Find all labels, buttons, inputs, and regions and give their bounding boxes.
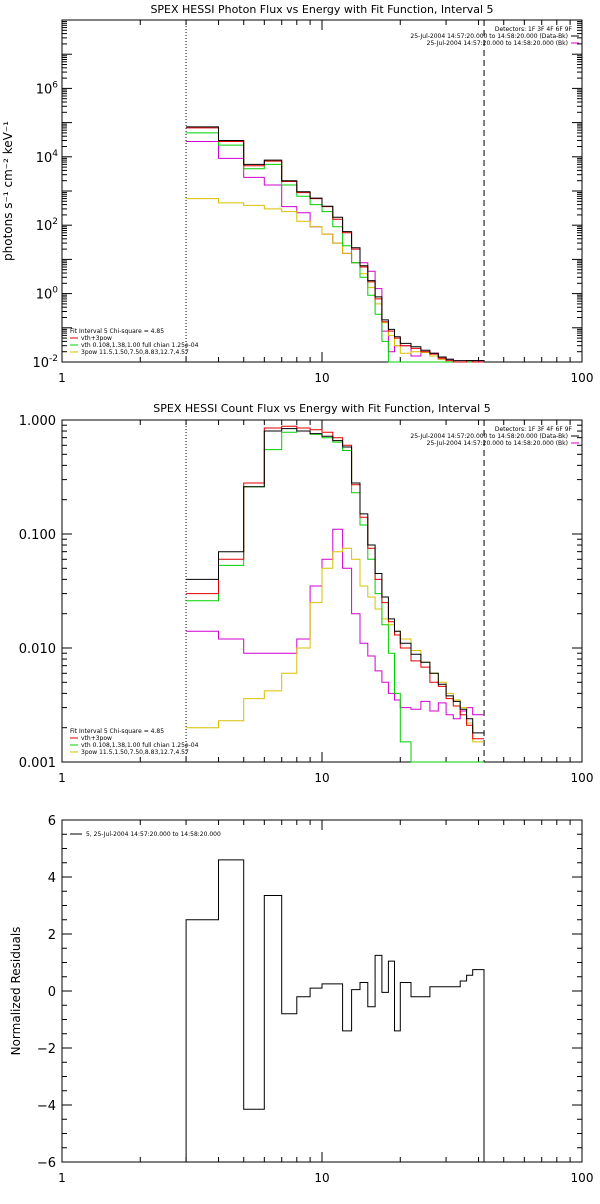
x-tick-label: 100 [571,1171,594,1185]
y-tick-base: 10 [36,82,53,97]
series-line-4 [186,127,484,363]
detectors-text: Detectors: 1F 3F 4F 6F 9F [495,426,573,433]
y-tick-label: 0 [48,985,56,1000]
y-tick-label: −4 [37,1099,56,1114]
legend-entry: vth 0.108,1.38,1.00 full chian 1.25e-04 [81,742,199,749]
y-tick-exponent: 6 [52,80,58,90]
y-tick-label: 10-2 [32,354,58,371]
y-tick-label: 0.100 [19,528,56,543]
legend-entry: vth+3pow [81,335,112,342]
x-tick-label: 1 [58,771,66,785]
panel-1: SPEX HESSI Photon Flux vs Energy with Fi… [1,3,593,385]
y-axis-label: photons s⁻¹ cm⁻² keV⁻¹ [1,121,15,261]
legend-entry: 25-Jul-2004 14:57:20.000 to 14:58:20.000… [410,33,568,40]
series-line-5 [186,428,484,734]
chart-title: SPEX HESSI Count Flux vs Energy with Fit… [153,402,490,415]
series-line-5 [186,126,484,362]
series-line-2 [186,198,484,363]
x-tick-label: 100 [571,771,594,785]
y-tick-label: −6 [37,1156,56,1171]
legend-entry: Fit Interval 5 Chi-square = 4.85 [70,328,164,335]
y-tick-label: 104 [36,149,59,166]
y-tick-exponent: 0 [52,286,58,296]
chart-title: SPEX HESSI Photon Flux vs Energy with Fi… [150,3,493,16]
y-tick-exponent: 2 [52,217,58,227]
y-tick-label: 102 [36,217,58,234]
x-tick-label: 1 [58,1171,66,1185]
y-tick-label: 6 [48,814,56,829]
legend-entry: 3pow 11.5,1.50,7.50,8.83,12.7,4.57 [81,749,189,756]
series-line-3 [186,430,484,763]
legend-entry: 3pow 11.5,1.50,7.50,8.83,12.7,4.57 [81,349,189,356]
y-tick-label: −2 [37,1042,56,1057]
y-tick-label: 100 [36,286,59,303]
x-tick-label: 1 [58,371,66,385]
legend-entry: 25-Jul-2004 14:57:20.000 to 14:58:20.000… [410,433,568,440]
x-tick-label: 10 [314,371,329,385]
plot-frame [61,19,583,363]
detectors-text: Detectors: 1F 3F 4F 6F 9F [495,26,573,33]
legend-entry: 25-Jul-2004 14:57:20.000 to 14:58:20.000… [427,40,568,47]
y-tick-label: 1.000 [19,414,56,429]
series-line-1 [186,141,484,363]
y-tick-base: 10 [36,288,53,303]
legend-entry: 25-Jul-2004 14:57:20.000 to 14:58:20.000… [427,440,568,447]
y-tick-label: 2 [48,928,56,943]
x-tick-label: 10 [314,771,329,785]
y-tick-exponent: -2 [49,354,58,364]
panel-3: Normalized Residuals 1 10 100 −6 −4 −2 0 2 4 6 5, 2… [9,814,593,1185]
y-tick-label: 0.010 [19,642,56,657]
y-axis-label: Normalized Residuals [9,927,23,1056]
legend-entry: 5, 25-Jul-2004 14:57:20.000 to 14:58:20.… [86,831,221,838]
y-tick-base: 10 [32,356,49,371]
series-line-4 [186,425,484,740]
panel-2: SPEX HESSI Count Flux vs Energy with Fit… [19,402,594,785]
legend-entry: Fit Interval 5 Chi-square = 4.85 [70,728,164,735]
y-tick-exponent: 4 [52,149,58,159]
y-tick-label: 0.001 [19,756,56,771]
series-line-1 [186,528,484,720]
legend-entry: vth 0.108,1.38,1.00 full chian 1.25e-04 [81,342,199,349]
y-tick-label: 106 [36,80,59,97]
legend-entry: vth+3pow [81,735,112,742]
y-tick-label: 4 [48,871,56,886]
y-tick-base: 10 [36,219,53,234]
series-line-1 [185,859,485,1162]
y-tick-base: 10 [36,151,53,166]
x-tick-label: 10 [314,1171,329,1185]
plot-frame [61,819,583,1163]
series-line-2 [186,547,484,743]
series-line-3 [186,132,484,363]
x-tick-label: 100 [571,371,594,385]
